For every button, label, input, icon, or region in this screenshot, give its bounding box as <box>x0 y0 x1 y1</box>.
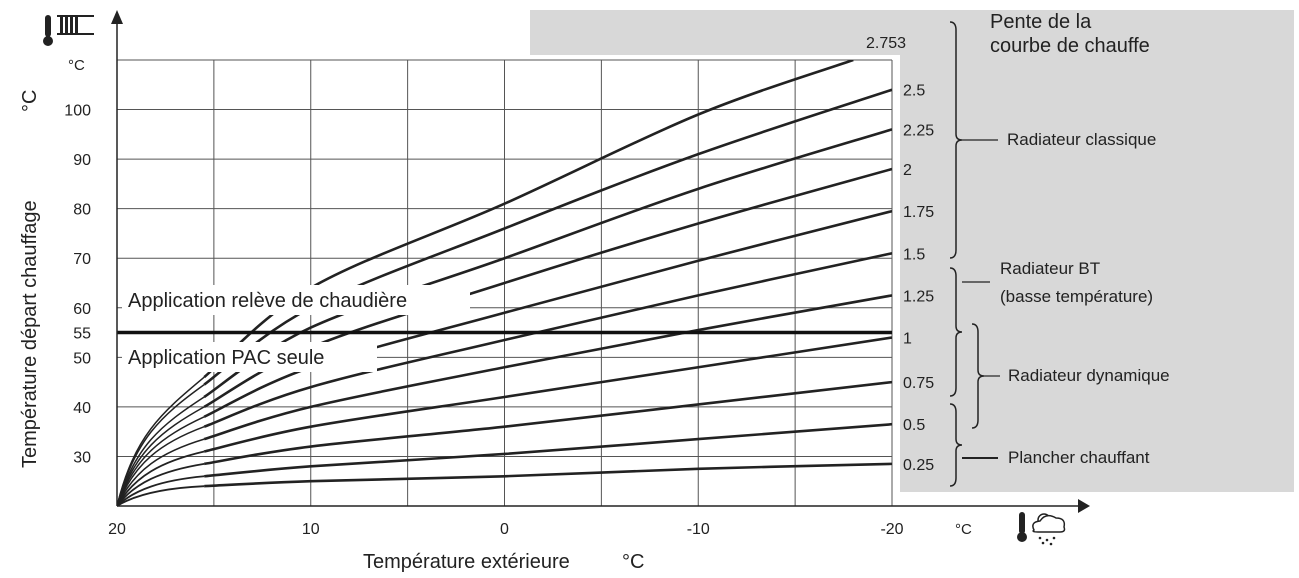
label-basse-temperature: (basse température) <box>1000 287 1153 306</box>
slope-labels: 0.25 0.5 0.75 1 1.25 1.5 1.75 2 2.25 2.5 2.753 <box>866 35 934 474</box>
annotation-bg-above <box>122 285 470 315</box>
curve-start-segment <box>117 485 205 507</box>
slope-label: 2.25 <box>903 122 934 139</box>
annotation-bg-below <box>122 342 377 372</box>
slope-label: 2.5 <box>903 83 925 100</box>
annotation-below-threshold: Application PAC seule <box>128 347 324 369</box>
x-tick-label: 20 <box>108 521 126 538</box>
annotation-above-threshold: Application relève de chaudière <box>128 290 407 312</box>
y-axis-unit-label: °C <box>68 57 85 74</box>
y-axis-title-unit: °C <box>19 90 41 112</box>
axes <box>111 10 1090 513</box>
threshold-annotations: Application relève de chaudière Applicati… <box>117 285 892 372</box>
y-tick-label: 100 <box>64 103 91 120</box>
y-tick-label: 80 <box>73 202 91 219</box>
curve-slope-0.5 <box>204 422 892 478</box>
label-plancher-chauffant: Plancher chauffant <box>1008 448 1150 467</box>
curve-slope-1.25 <box>203 294 892 441</box>
slope-label: 1.25 <box>903 288 934 305</box>
legend-title: courbe de chauffe <box>990 35 1150 57</box>
curve-slope-1.75 <box>203 209 892 418</box>
curve-start-segment <box>117 462 205 507</box>
y-axis-title: Température départ chauffage <box>19 200 41 468</box>
curve-slope-0.75 <box>203 380 892 466</box>
x-tick-label: -10 <box>687 521 710 538</box>
x-axis-arrow <box>1078 499 1090 513</box>
thermometer-weather-icon <box>1017 512 1066 546</box>
curve-slope-1.5 <box>203 251 892 428</box>
label-radiateur-dynamique: Radiateur dynamique <box>1008 366 1170 385</box>
curve-start-segment <box>117 475 205 507</box>
curve-slope-1 <box>203 336 892 453</box>
slope-label: 0.5 <box>903 417 925 434</box>
slope-label: 2.753 <box>866 35 906 52</box>
heating-curves <box>117 60 892 507</box>
x-tick-label: 10 <box>302 521 320 538</box>
y-tick-label: 50 <box>73 350 91 367</box>
curve-slope-0.25 <box>204 462 892 488</box>
y-tick-label: 40 <box>73 400 91 417</box>
slope-label: 0.25 <box>903 457 934 474</box>
y-tick-label: 70 <box>73 251 91 268</box>
slope-label: 1 <box>903 331 912 348</box>
curve-start-segment <box>117 438 205 507</box>
y-tick-label: 30 <box>73 449 91 466</box>
y-tick-label: 55 <box>73 326 91 343</box>
x-tick-label: -20 <box>880 521 903 538</box>
thermometer-radiator-icon <box>43 15 94 46</box>
curve-start-segment <box>117 376 205 507</box>
y-tick-label: 90 <box>73 152 91 169</box>
slope-label: 2 <box>903 162 912 179</box>
y-tick-label: 60 <box>73 301 91 318</box>
label-radiateur-bt: Radiateur BT <box>1000 259 1100 278</box>
slope-label: 1.75 <box>903 204 934 221</box>
curve-slope-2.25 <box>203 128 892 399</box>
curve-start-segment <box>117 396 205 507</box>
legend-title: Pente de la <box>990 11 1092 33</box>
x-axis-title-unit: °C <box>622 551 644 573</box>
x-axis-title: Température extérieure <box>363 551 570 573</box>
slope-label: 0.75 <box>903 375 934 392</box>
y-axis-arrow <box>111 10 123 24</box>
x-tick-label: 0 <box>500 521 509 538</box>
label-radiateur-classique: Radiateur classique <box>1007 130 1156 149</box>
bracket-plancher-chauffant <box>949 403 963 487</box>
legend-panel-right <box>900 10 1294 492</box>
curve-start-segment <box>117 450 205 507</box>
bracket-radiateur-bt <box>949 267 963 397</box>
x-axis-unit-label: °C <box>955 521 972 538</box>
slope-label: 1.5 <box>903 246 925 263</box>
curve-slope-2.5 <box>203 88 892 386</box>
